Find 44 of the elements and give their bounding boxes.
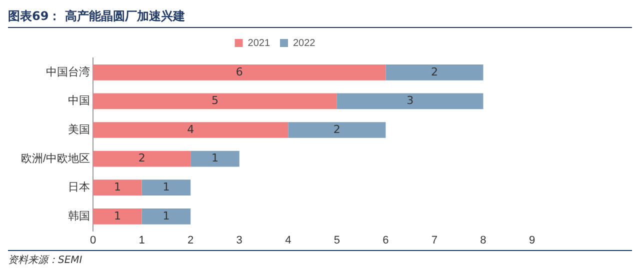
data-label: 5: [211, 94, 218, 108]
x-tick-label: 5: [334, 234, 340, 246]
data-label: 4: [187, 122, 194, 136]
x-tick-label: 0: [90, 234, 96, 246]
bar: [93, 208, 142, 224]
y-tick-label: 中国台湾: [46, 65, 90, 78]
bar: [93, 64, 386, 80]
data-label: 6: [236, 65, 243, 78]
data-label: 2: [333, 122, 340, 136]
x-tick-label: 2: [188, 234, 194, 246]
x-tick-label: 8: [480, 234, 486, 246]
y-tick-label: 美国: [68, 123, 90, 136]
data-label: 3: [406, 94, 414, 108]
chart-title: 图表69： 高产能晶圆厂加速兴建: [8, 8, 632, 28]
x-tick-label: 4: [285, 234, 292, 246]
legend-label: 2022: [293, 38, 316, 49]
bar: [142, 208, 191, 224]
data-label: 1: [211, 152, 218, 165]
bar: [288, 122, 386, 138]
bar: [93, 180, 142, 196]
data-label: 1: [114, 209, 121, 222]
y-tick-label: 日本: [68, 180, 90, 194]
data-label: 1: [162, 180, 170, 194]
data-label: 2: [430, 65, 438, 78]
bar: [93, 150, 191, 167]
text: 资料来源：SEMI: [8, 253, 632, 267]
data-label: 1: [162, 209, 170, 222]
x-tick-label: 1: [138, 234, 145, 246]
x-tick-label: 7: [431, 234, 438, 246]
data-label: 1: [114, 180, 121, 194]
bar: [93, 93, 337, 110]
bar: [93, 122, 288, 138]
bar: [190, 150, 240, 167]
bar: [142, 180, 191, 196]
bar: [336, 93, 484, 110]
x-tick-label: 3: [236, 234, 242, 246]
y-tick-label: 中国: [68, 94, 90, 108]
y-tick-label: 韩国: [68, 209, 90, 222]
y-tick-label: 欧洲/中欧地区: [20, 152, 90, 165]
data-label: 2: [138, 152, 146, 165]
legend-label: 2021: [248, 38, 270, 49]
x-tick-label: 6: [382, 234, 389, 246]
x-tick-label: 9: [528, 234, 536, 246]
bar: [386, 64, 484, 80]
